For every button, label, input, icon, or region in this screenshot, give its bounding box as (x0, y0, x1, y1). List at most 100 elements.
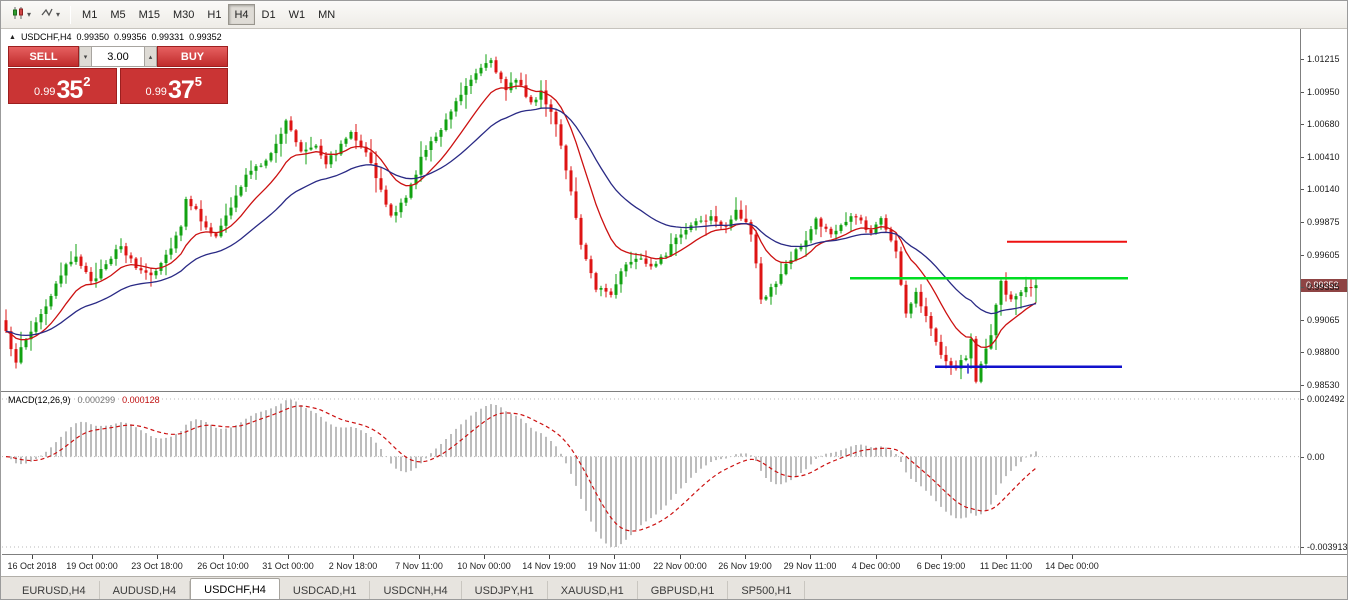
ask-pips: 37 (167, 76, 195, 104)
price-axis-label: 0.98800 (1307, 347, 1340, 358)
price-axis-label: 1.00950 (1307, 86, 1340, 97)
macd-signal-value: 0.000128 (122, 395, 160, 405)
time-axis-tick (157, 555, 158, 559)
macd-histogram (10, 399, 1037, 547)
timeframe-button-m30[interactable]: M30 (167, 4, 200, 25)
time-axis-tick (288, 555, 289, 559)
volume-input[interactable]: 3.00 (92, 46, 144, 67)
chart-tabs: EURUSD,H4 AUDUSD,H4 USDCHF,H4 USDCAD,H1 USDC… (1, 576, 1347, 599)
time-axis-tick (680, 555, 681, 559)
price-axis-label: 1.00410 (1307, 151, 1340, 162)
price-axis-label: 0.98530 (1307, 380, 1340, 390)
macd-signal-line (5, 405, 1037, 532)
price-axis-label: 0.99605 (1307, 249, 1340, 260)
chart-tab-usdcad-h1[interactable]: USDCAD,H1 (280, 581, 371, 599)
price-axis-tick (1301, 254, 1304, 256)
one-click-trading-panel: SELL ▾ 3.00 ▴ BUY 0.99 35 2 0.99 37 5 (8, 46, 228, 104)
chart-tab-audusd-h4[interactable]: AUDUSD,H4 (100, 581, 191, 599)
chart-tab-eurusd-h4[interactable]: EURUSD,H4 (9, 581, 100, 599)
price-axis-tick (1301, 59, 1304, 60)
time-axis-tick (223, 555, 224, 559)
chart-tab-usdcnh-h4[interactable]: USDCNH,H4 (370, 581, 462, 599)
time-axis-tick (549, 555, 550, 559)
time-axis-tick (1072, 555, 1073, 559)
macd-axis-label: -0.003913 (1307, 542, 1348, 552)
macd-indicator-panel[interactable] (2, 392, 1300, 554)
timeframe-button-h4[interactable]: H4 (228, 4, 255, 25)
open-value: 0.99350 (76, 32, 109, 42)
macd-main-value: 0.000299 (77, 395, 116, 405)
candlestick-chart-button[interactable]: ▾ (7, 4, 35, 25)
time-axis-tick (745, 555, 746, 559)
volume-increase-button[interactable]: ▴ (144, 46, 157, 67)
macd-axis-tick (1301, 399, 1304, 400)
bid-prefix: 0.99 (34, 86, 56, 98)
time-axis[interactable]: 16 Oct 2018 19 Oct 00:00 23 Oct 18:00 26 Oc… (2, 554, 1347, 576)
sell-button[interactable]: SELL (8, 46, 79, 67)
time-axis-label: 19 Oct 00:00 (66, 561, 118, 571)
bid-price[interactable]: 0.99 35 2 (8, 68, 117, 104)
time-axis-label: 2 Nov 18:00 (328, 561, 378, 571)
indicators-button[interactable]: ▾ (36, 4, 64, 25)
time-axis-tick (484, 555, 485, 559)
macd-axis-tick (1301, 457, 1304, 458)
time-axis-tick (614, 555, 615, 559)
time-axis-label: 14 Nov 19:00 (522, 561, 576, 571)
timeframe-button-m5[interactable]: M5 (104, 4, 131, 25)
bid-pips: 35 (56, 76, 83, 104)
price-axis-label: 1.01215 (1307, 54, 1340, 64)
time-axis-label: 29 Nov 11:00 (783, 561, 837, 571)
price-axis-label: 0.99875 (1307, 217, 1340, 227)
time-axis-label: 31 Oct 00:00 (262, 561, 314, 571)
price-axis[interactable]: 0.99352 1.01215 1.00950 1.00680 1.00410 1.00… (1300, 29, 1348, 554)
price-axis-tick (1301, 189, 1304, 191)
timeframe-button-mn[interactable]: MN (312, 4, 341, 25)
low-value: 0.99331 (151, 32, 185, 42)
bid-point: 2 (83, 74, 91, 89)
macd-axis-tick (1301, 547, 1304, 548)
time-axis-label: 16 Oct 2018 (7, 561, 57, 571)
symbol-direction-icon: ▲ (9, 33, 16, 41)
price-axis-tick (1301, 287, 1304, 289)
chart-tab-sp500-h1[interactable]: SP500,H1 (728, 581, 806, 599)
toolbar-separator (70, 5, 72, 24)
time-axis-tick (876, 555, 877, 559)
timeframe-button-d1[interactable]: D1 (256, 4, 282, 25)
ma-slow-line (5, 107, 1037, 337)
timeframe-button-h1[interactable]: H1 (201, 4, 227, 25)
price-axis-tick (1301, 319, 1304, 321)
high-value: 0.99356 (114, 32, 147, 42)
time-axis-tick (92, 555, 93, 559)
macd-name: MACD(12,26,9) (8, 395, 71, 405)
time-axis-label: 26 Oct 10:00 (197, 561, 249, 571)
trade-controls-row: SELL ▾ 3.00 ▴ BUY (8, 46, 228, 67)
price-axis-tick (1301, 124, 1304, 126)
time-axis-tick (941, 555, 942, 559)
timeframe-button-m1[interactable]: M1 (76, 4, 103, 25)
symbol-period-label: USDCHF,H4 (20, 32, 72, 42)
macd-axis-label: 0.00 (1307, 452, 1325, 462)
current-price-badge: 0.99352 (1301, 278, 1347, 292)
timeframe-button-w1[interactable]: W1 (283, 4, 312, 25)
price-axis-tick (1301, 385, 1304, 386)
time-axis-tick (353, 555, 354, 559)
panel-separator[interactable] (1, 391, 1347, 392)
time-axis-tick (810, 555, 811, 559)
volume-stepper: ▾ 3.00 ▴ (79, 46, 157, 67)
candlestick-icon (11, 6, 25, 23)
chart-tab-gbpusd-h1[interactable]: GBPUSD,H1 (638, 581, 729, 599)
volume-decrease-button[interactable]: ▾ (79, 46, 92, 67)
chart-tab-xauusd-h1[interactable]: XAUUSD,H1 (548, 581, 638, 599)
timeframe-button-group: M1 M5 M15 M30 H1 H4 D1 W1 MN (76, 4, 342, 25)
chart-toolbar: ▾ ▾ M1 M5 M15 M30 H1 H4 D1 W1 MN (1, 1, 1347, 29)
chart-tab-usdchf-h4[interactable]: USDCHF,H4 (190, 578, 280, 599)
time-axis-label: 6 Dec 19:00 (916, 561, 966, 571)
macd-axis-label: 0.002492 (1307, 394, 1345, 404)
timeframe-button-m15[interactable]: M15 (133, 4, 166, 25)
macd-label: MACD(12,26,9) 0.000299 0.000128 (8, 395, 160, 405)
buy-button[interactable]: BUY (157, 46, 228, 67)
ask-price[interactable]: 0.99 37 5 (119, 68, 228, 104)
chart-tab-usdjpy-h1[interactable]: USDJPY,H1 (462, 581, 548, 599)
price-axis-label: 1.00140 (1307, 184, 1340, 195)
time-axis-label: 19 Nov 11:00 (587, 561, 641, 571)
